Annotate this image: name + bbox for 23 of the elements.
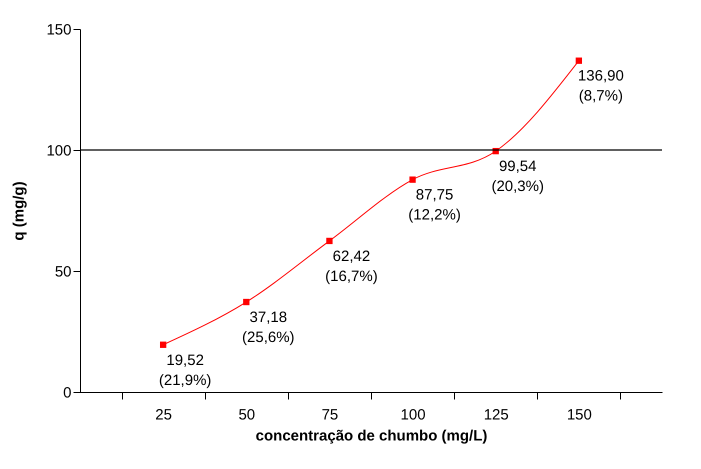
data-label: 136,90 (8,7%) <box>578 68 624 105</box>
y-axis-title: q (mg/g) <box>10 181 28 241</box>
x-tick-label: 25 <box>155 406 172 424</box>
x-tick-label: 50 <box>238 406 256 424</box>
point <box>243 298 250 306</box>
x-tick-label: 75 <box>322 406 338 424</box>
point <box>160 342 166 348</box>
point <box>326 238 333 244</box>
data-label: 87,75 (12,2%) <box>408 186 461 224</box>
x-tick-label: 150 <box>566 406 592 424</box>
point <box>576 58 582 64</box>
y-tick-label: 50 <box>54 264 72 280</box>
y-tick-label: 0 <box>63 384 72 402</box>
x-tick-label: 100 <box>400 406 426 424</box>
data-label: 62,42 (16,7%) <box>325 248 378 285</box>
data-label: 19,52 (21,9%) <box>158 352 212 389</box>
x-tick-label: 125 <box>484 406 509 424</box>
x-axis-title: concentração de chumbo (mg/L) <box>256 428 488 444</box>
data-label: 37,18 (25,6%) <box>242 309 295 346</box>
data-label: 99,54 (20,3%) <box>491 158 544 196</box>
point <box>409 176 416 183</box>
y-tick-label: 150 <box>46 22 72 38</box>
y-tick-label: 100 <box>46 142 72 160</box>
